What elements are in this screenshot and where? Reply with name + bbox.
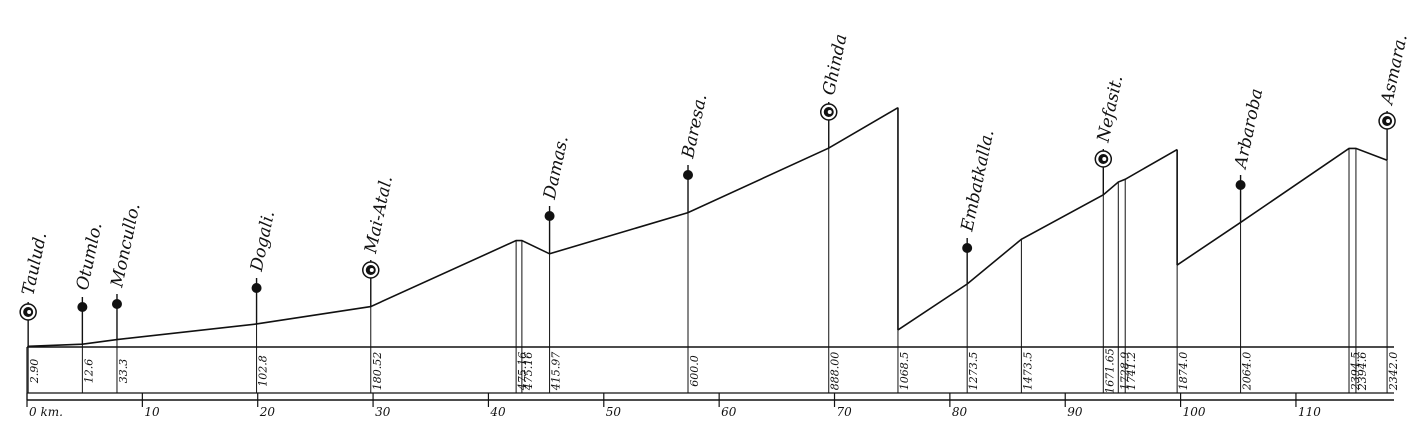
station-dot: [683, 170, 694, 180]
station-name: Otumlo.: [73, 221, 107, 292]
station-name: Embatkalla.: [957, 128, 998, 234]
elevation-label: 2064.0: [1241, 352, 1254, 392]
x-tick-label: 110: [1298, 405, 1321, 419]
x-tick-label: 20: [259, 405, 276, 419]
elevation-label: 600.0: [688, 355, 701, 387]
station-dot: [962, 243, 973, 253]
x-tick-label: 10: [144, 405, 160, 419]
station-name: Nefasit.: [1093, 74, 1127, 145]
x-tick-label: 80: [952, 405, 968, 419]
x-tick-label: 50: [606, 405, 622, 419]
elevation-label: 1741.2: [1125, 352, 1138, 391]
elevation-label: 102.8: [257, 355, 270, 387]
profile-line: [1176, 147, 1388, 266]
station-dot-hole: [827, 110, 832, 114]
station-dot: [544, 211, 555, 221]
elevation-label: 1273.5: [967, 352, 980, 391]
station-dot-hole: [1102, 157, 1107, 161]
station-name: Taulud.: [18, 230, 51, 297]
station-dot: [251, 283, 262, 293]
station-dot: [111, 299, 122, 309]
elevation-label: 1068.5: [898, 352, 911, 391]
station-name: Ghinda: [819, 32, 851, 97]
station-dot-hole: [1386, 119, 1391, 123]
profile-line: [28, 106, 899, 348]
x-tick-label: 90: [1067, 405, 1083, 419]
profile-line: [897, 148, 1178, 331]
station-name: Mai-Atal.: [361, 174, 397, 256]
x-tick-label: 30: [375, 405, 391, 419]
elevation-label: 2394.6: [1356, 352, 1369, 392]
station-dot-hole: [369, 268, 374, 272]
elevation-label: 1671.65: [1103, 348, 1116, 394]
x-tick-label: 40: [489, 405, 506, 419]
elevation-label: 475.16: [516, 352, 529, 392]
elevation-label: 475.16: [522, 352, 535, 392]
station-name: Damas.: [540, 134, 573, 202]
station-name: Moncullo.: [107, 201, 145, 290]
elevation-label: 2342.0: [1387, 352, 1400, 392]
elevation-label: 1473.5: [1021, 352, 1034, 391]
x-tick-label: 70: [837, 405, 853, 419]
x-tick-label: 100: [1183, 405, 1206, 419]
elevation-label: 415.97: [550, 352, 563, 392]
x-tick-label: 60: [721, 405, 737, 419]
elevation-label: 1874.0: [1177, 352, 1190, 391]
station-dot: [77, 302, 88, 312]
station-dot-hole: [27, 310, 32, 314]
elevation-label: 33.3: [117, 359, 130, 384]
station-name: Arbaroba: [1230, 87, 1267, 172]
elevation-label: 888.00: [829, 352, 842, 391]
elevation-label: 180.52: [371, 352, 384, 391]
station-dot: [1235, 180, 1246, 190]
station-name: Baresa.: [678, 92, 711, 161]
elevation-label: 2.90: [28, 359, 41, 385]
x-tick-label: 0 km.: [29, 405, 63, 419]
station-name: Dogali.: [247, 209, 279, 274]
elevation-label: 12.6: [82, 359, 95, 384]
station-name: Asmara.: [1377, 33, 1412, 108]
